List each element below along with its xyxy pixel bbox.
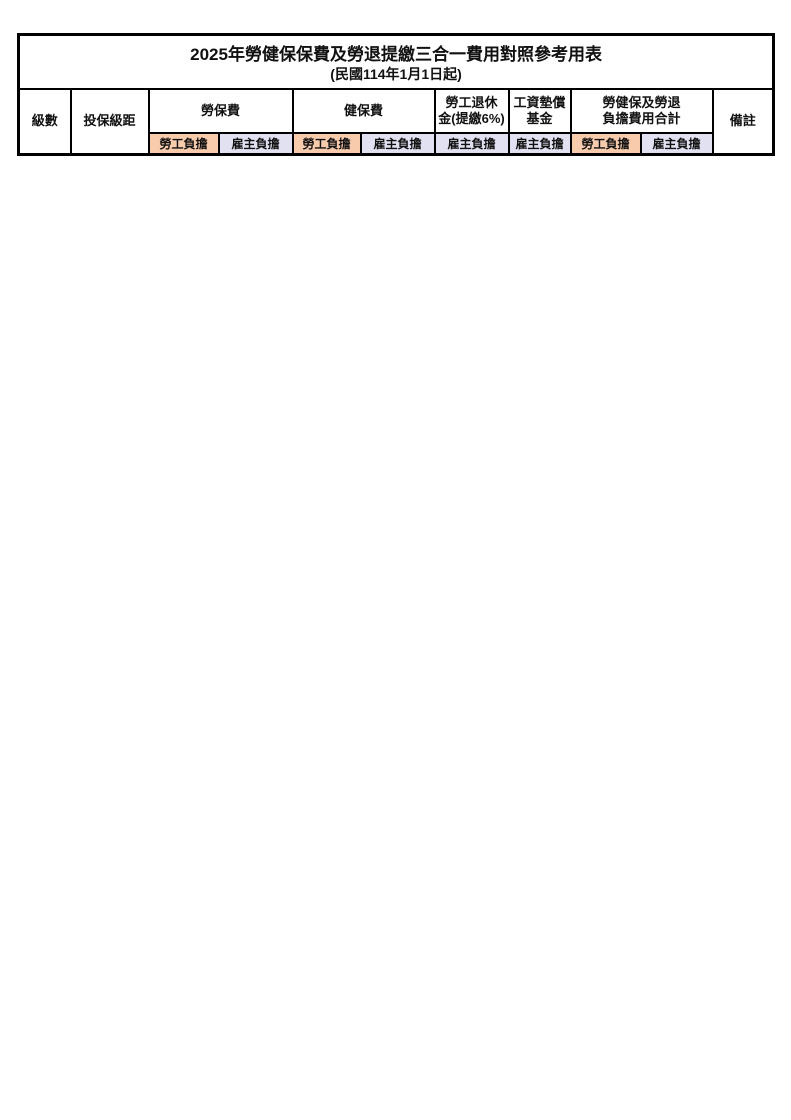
page-title: 2025年勞健保保費及勞退提繳三合一費用對照參考用表	[190, 44, 602, 64]
reference-table-sheet: 2025年勞健保保費及勞退提繳三合一費用對照參考用表 (民國114年1月1日起)…	[17, 33, 776, 156]
subheader-labor-employee: 勞工負擔	[147, 132, 220, 156]
header-pension-line1: 勞工退休	[445, 94, 498, 110]
header-wage-fund-line2: 基金	[526, 111, 553, 126]
page-subtitle: (民國114年1月1日起)	[330, 66, 462, 83]
header-bracket: 投保級距	[69, 88, 150, 156]
subheader-labor-employer: 雇主負擔	[217, 132, 294, 156]
header-level: 級數	[17, 88, 72, 156]
header-health-insurance: 健保費	[291, 88, 436, 134]
header-total: 勞健保及勞退 負擔費用合計	[569, 88, 714, 134]
title-row: 2025年勞健保保費及勞退提繳三合一費用對照參考用表 (民國114年1月1日起)	[17, 33, 775, 90]
header-labor-insurance: 勞保費	[147, 88, 294, 134]
header-pension: 勞工退休 金(提繳6%)	[433, 88, 510, 134]
subheader-total-employer: 雇主負擔	[639, 132, 714, 156]
premium-reference-table: 2025年勞健保保費及勞退提繳三合一費用對照參考用表 (民國114年1月1日起)…	[17, 33, 776, 156]
subheader-wage-fund-employer: 雇主負擔	[507, 132, 572, 156]
header-total-line1: 勞健保及勞退	[602, 94, 681, 110]
header-total-line2: 負擔費用合計	[602, 111, 681, 126]
subheader-pension-employer: 雇主負擔	[433, 132, 510, 156]
subheader-total-employee: 勞工負擔	[569, 132, 642, 156]
group-header-row: 級數 投保級距 勞保費 健保費 勞工退休 金(提繳6%) 工資墊償 基金 勞健保…	[17, 88, 775, 156]
header-wage-fund: 工資墊償 基金	[507, 88, 572, 134]
sub-header-row: 勞工負擔 雇主負擔 勞工負擔 雇主負擔 雇主負擔 雇主負擔 勞工負擔 雇主負擔	[19, 132, 774, 156]
header-pension-line2: 金(提繳6%)	[438, 111, 505, 126]
table-title-cell: 2025年勞健保保費及勞退提繳三合一費用對照參考用表 (民國114年1月1日起)	[17, 33, 775, 90]
subheader-health-employee: 勞工負擔	[291, 132, 362, 156]
subheader-health-employer: 雇主負擔	[359, 132, 436, 156]
header-note: 備註	[711, 88, 775, 156]
header-wage-fund-line1: 工資墊償	[513, 94, 566, 110]
